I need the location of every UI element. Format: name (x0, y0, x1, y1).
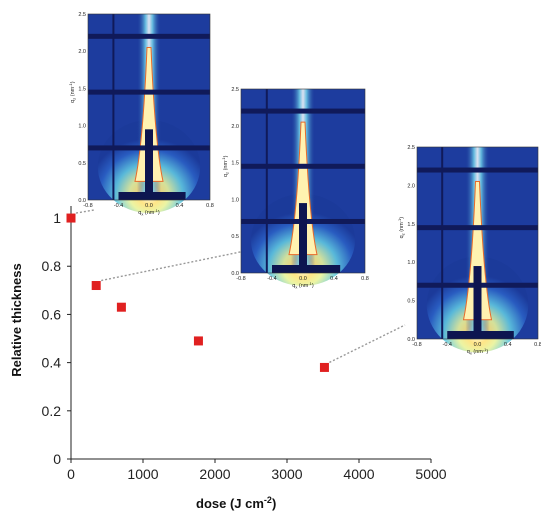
inset-qz-tick-label: 2.0 (78, 49, 86, 55)
y-tick-label: 0 (53, 451, 61, 467)
x-tick-label: 2000 (199, 466, 230, 482)
gisaxs-inset: 0.0 0.5 1.0 1.5 2.0 2.5 -0.8 -0.4 0.0 0.4 0.8 qz (n… (68, 12, 214, 217)
inset-connector (101, 250, 246, 282)
inset-qz-label: qz (nm-1) (221, 155, 230, 177)
inset-qx-tick-label: 0.0 (145, 203, 153, 209)
x-axis-title: dose (J cm-2) (196, 495, 276, 511)
inset-qx-tick-label: 0.8 (361, 276, 369, 282)
x-tick-label: 3000 (271, 466, 302, 482)
inset-qz-tick-label: 0.0 (407, 337, 415, 343)
main-plot: 0 0.2 0.4 0.6 0.8 1 0 1000 2000 3000 4000 5000 Rel… (9, 206, 447, 511)
inset-detector-gap (241, 108, 365, 114)
inset-qx-label: qx (nm-1) (292, 281, 314, 290)
data-point (193, 336, 203, 346)
y-axis: 0 0.2 0.4 0.6 0.8 1 (42, 206, 72, 467)
inset-detector-gap (417, 225, 538, 231)
inset-beamstop-base (447, 331, 514, 339)
inset-qz-label: qz (nm-1) (68, 81, 77, 103)
inset-qx-tick-label: -0.4 (443, 342, 452, 348)
y-tick-label: 0.4 (42, 355, 62, 371)
inset-beamstop (299, 203, 307, 273)
inset-frame (240, 88, 366, 274)
inset-detector-gap (417, 167, 538, 173)
inset-qx-tick-label: 0.8 (534, 342, 541, 348)
inset-qx-label: qx (nm-1) (467, 347, 489, 356)
y-tick-label: 0.6 (42, 306, 62, 322)
inset-connector (75, 209, 95, 214)
inset-detector-gap (88, 89, 210, 95)
x-tick-label: 4000 (343, 466, 374, 482)
inset-qx-tick-label: 0.0 (299, 276, 307, 282)
inset-beamstop-base (118, 192, 186, 200)
inset-frame (87, 13, 211, 201)
gisaxs-inset: 0.0 0.5 1.0 1.5 2.0 2.5 -0.8 -0.4 0.0 0.4 0.8 qz (n… (221, 87, 369, 290)
inset-beamstop (145, 129, 153, 200)
y-tick-label: 1 (53, 210, 61, 226)
inset-qz-tick-label: 0.0 (231, 271, 239, 277)
inset-qx-tick-label: -0.4 (114, 203, 123, 209)
data-point (116, 302, 126, 312)
inset-qz-tick-label: 2.5 (231, 87, 239, 93)
inset-beamstop-base (272, 265, 341, 273)
inset-qz-tick-label: 2.5 (78, 12, 86, 18)
data-point (91, 281, 101, 291)
inset-qz-tick-label: 2.5 (407, 145, 415, 151)
inset-qz-tick-label: 2.0 (231, 124, 239, 130)
x-axis: 0 1000 2000 3000 4000 5000 (67, 458, 447, 482)
inset-qz-tick-label: 1.5 (407, 222, 415, 228)
inset-qz-tick-label: 1.0 (407, 260, 415, 266)
y-axis-title: Relative thickness (9, 263, 24, 376)
gisaxs-insets: 0.0 0.5 1.0 1.5 2.0 2.5 -0.8 -0.4 0.0 0.4 0.8 qz (n… (68, 12, 541, 356)
inset-qx-tick-label: -0.4 (267, 276, 276, 282)
inset-qx-tick-label: -0.8 (83, 203, 92, 209)
x-tick-label: 5000 (415, 466, 446, 482)
y-tick-label: 0.8 (42, 258, 62, 274)
inset-connector-lines (75, 209, 406, 364)
inset-qx-tick-label: 0.4 (330, 276, 338, 282)
x-tick-label: 0 (67, 466, 75, 482)
data-points (66, 213, 329, 372)
inset-detector-gap (241, 163, 365, 169)
inset-qz-tick-label: 0.5 (78, 161, 86, 167)
inset-detector-gap (265, 89, 268, 273)
inset-qx-label: qx (nm-1) (138, 208, 160, 217)
y-tick-label: 0.2 (42, 403, 62, 419)
inset-qz-tick-label: 1.0 (231, 197, 239, 203)
inset-connector (329, 324, 406, 364)
data-point (66, 213, 76, 223)
gisaxs-inset: 0.0 0.5 1.0 1.5 2.0 2.5 -0.8 -0.4 0.0 0.4 0.8 qz (n… (397, 145, 541, 356)
inset-detector-gap (112, 14, 115, 200)
inset-qz-tick-label: 1.5 (78, 86, 86, 92)
inset-qz-tick-label: 1.5 (231, 161, 239, 167)
inset-qz-label: qz (nm-1) (397, 217, 406, 239)
inset-qx-tick-label: -0.8 (412, 342, 421, 348)
inset-qz-tick-label: 0.5 (407, 299, 415, 305)
inset-qx-tick-label: -0.8 (236, 276, 245, 282)
inset-detector-gap (88, 33, 210, 39)
inset-frame (416, 146, 539, 340)
inset-qz-tick-label: 0.0 (78, 198, 86, 204)
inset-qz-tick-label: 2.0 (407, 183, 415, 189)
inset-qz-tick-label: 1.0 (78, 124, 86, 130)
inset-qx-tick-label: 0.8 (206, 203, 214, 209)
data-point (319, 362, 329, 372)
inset-qx-tick-label: 0.0 (474, 342, 482, 348)
inset-qx-tick-label: 0.4 (504, 342, 512, 348)
inset-beamstop (473, 266, 482, 339)
inset-qx-tick-label: 0.4 (176, 203, 184, 209)
inset-qz-tick-label: 0.5 (231, 234, 239, 240)
x-tick-label: 1000 (127, 466, 158, 482)
inset-detector-gap (441, 147, 444, 339)
